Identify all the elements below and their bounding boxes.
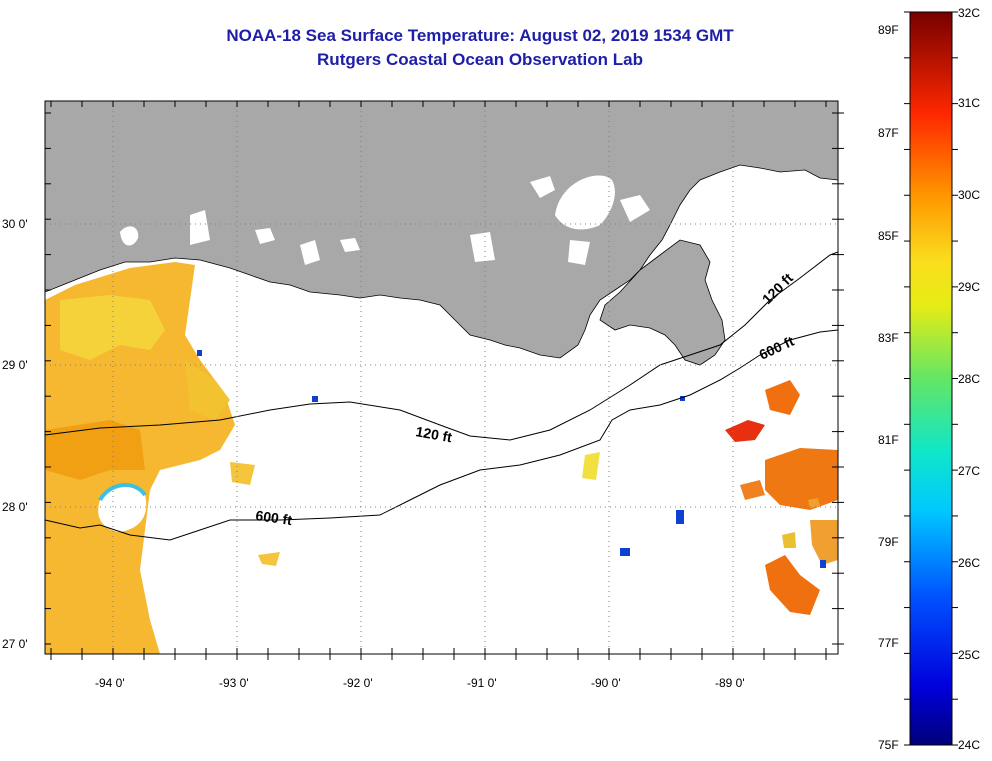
lat-label: 27 0' [2,637,28,651]
lon-label: -90 0' [591,676,621,690]
colorbar-f-label: 85F [878,229,899,243]
colorbar-c-label: 30C [958,188,981,202]
contour-label-600ft-west: 600 ft [255,507,294,528]
colorbar-f-label: 87F [878,126,899,140]
lon-label: -94 0' [95,676,125,690]
colorbar-c-label: 31C [958,96,981,110]
lon-label: -93 0' [219,676,249,690]
lat-label: 29 0' [2,358,28,372]
map-frame [44,100,839,655]
frame-ticks [45,11,958,746]
colorbar-c-label: 24C [958,738,981,752]
lon-label: -89 0' [715,676,745,690]
sst-warm-patches-east [725,380,838,615]
contour-120ft [45,251,838,441]
land-mass [45,101,838,359]
colorbar-c-label: 32C [958,6,981,20]
sst-warm-patches-west [45,262,600,654]
colorbar-f-label: 83F [878,331,899,345]
map-title: NOAA-18 Sea Surface Temperature: August … [226,26,734,45]
sst-cold-specks [197,350,826,568]
colorbar-c-label: 28C [958,372,981,386]
contour-label-120ft-west: 120 ft [414,423,453,445]
colorbar-c-label: 25C [958,648,981,662]
colorbar [909,11,953,746]
lat-label: 30 0' [2,217,28,231]
lat-label: 28 0' [2,500,28,514]
contour-600ft [45,329,838,541]
colorbar-c-label: 29C [958,280,981,294]
colorbar-f-label: 79F [878,535,899,549]
map-subtitle: Rutgers Coastal Ocean Observation Lab [317,50,643,69]
lon-label: -91 0' [467,676,497,690]
colorbar-f-label: 81F [878,433,899,447]
graticule [45,101,838,654]
lon-label: -92 0' [343,676,373,690]
colorbar-c-label: 26C [958,556,981,570]
inland-lakes [120,172,820,265]
colorbar-f-label: 75F [878,738,899,752]
colorbar-f-label: 89F [878,23,899,37]
colorbar-f-label: 77F [878,636,899,650]
colorbar-c-label: 27C [958,464,981,478]
